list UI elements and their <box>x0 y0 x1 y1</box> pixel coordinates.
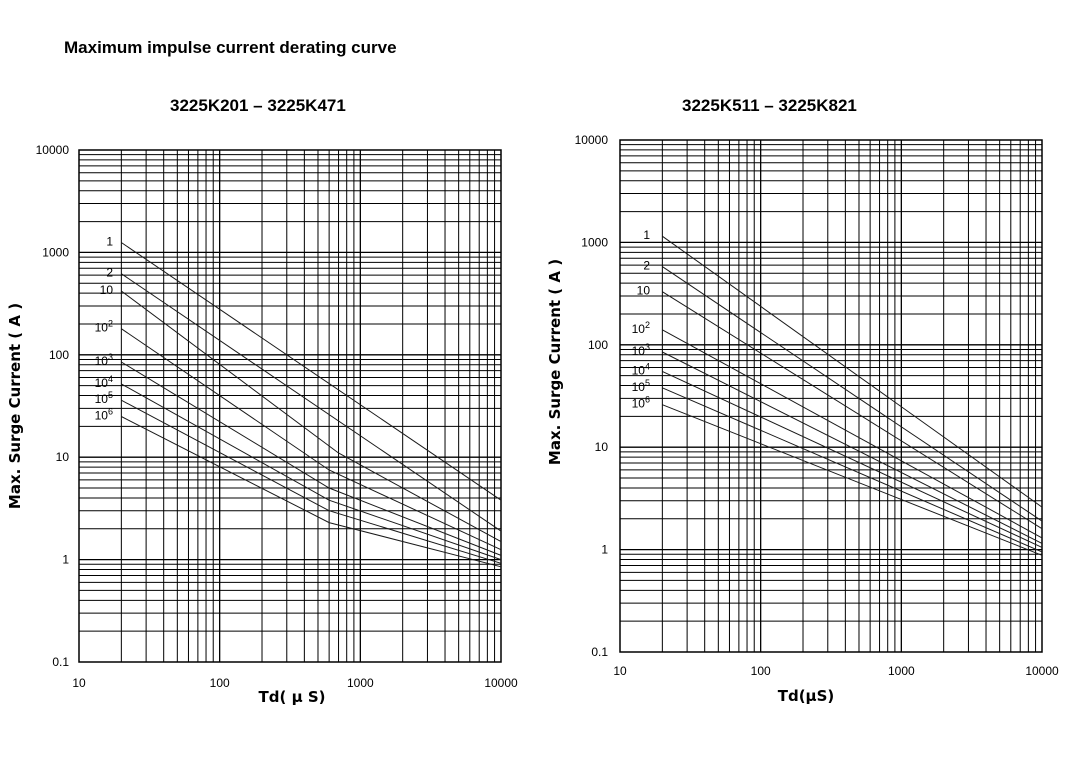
series-label-2: 2 <box>643 259 650 273</box>
series-label-6: 104 <box>95 374 113 390</box>
x-tick-label: 1000 <box>888 664 915 678</box>
series-line-8 <box>662 404 1043 556</box>
y-tick-label: 100 <box>588 338 608 352</box>
x-tick-label: 10 <box>72 676 86 690</box>
y-tick-label: 100 <box>49 348 69 362</box>
x-axis-title: Td(μS) <box>778 687 835 705</box>
chart-left: 0.1 1 10 100 1000 10000 10 100 1000 10000 Max. Sur… <box>6 143 518 706</box>
y-tick-label: 10 <box>595 440 609 454</box>
y-axis-title: Max. Surge Current ( A ) <box>546 259 564 465</box>
series-label-7: 105 <box>632 378 650 394</box>
series-label-2: 2 <box>106 266 113 280</box>
x-axis-title: Td( μ S) <box>259 688 326 706</box>
series-label-6: 104 <box>632 361 650 377</box>
y-tick-label: 0.1 <box>52 655 69 669</box>
series-line-6 <box>121 383 502 561</box>
series-line-8 <box>121 416 502 568</box>
series-label-8: 106 <box>95 406 113 422</box>
y-tick-label: 1 <box>62 553 69 567</box>
series-label-4: 102 <box>632 320 650 336</box>
y-tick-label: 1000 <box>581 235 608 249</box>
series-label-1: 1 <box>106 234 113 248</box>
chart-title-left: 3225K201 – 3225K471 <box>170 96 346 115</box>
y-tick-label: 10000 <box>36 143 70 157</box>
series-line-2 <box>121 273 502 532</box>
plot-frame <box>78 149 502 663</box>
y-tick-label: 0.1 <box>591 645 608 659</box>
series-label-8: 106 <box>632 395 650 411</box>
x-tick-label: 100 <box>751 664 771 678</box>
series-line-5 <box>662 351 1043 544</box>
chart-title-right: 3225K511 – 3225K821 <box>682 96 857 115</box>
series-line-1 <box>662 235 1043 508</box>
grid-right <box>620 140 1042 652</box>
page-heading: Maximum impulse current derating curve <box>64 38 397 57</box>
series-line-7 <box>662 387 1043 553</box>
x-tick-label: 100 <box>210 676 230 690</box>
series-label-3: 10 <box>100 283 114 297</box>
x-tick-label: 10000 <box>1025 664 1059 678</box>
series-line-4 <box>662 329 1043 539</box>
chart-right: 0.1 1 10 100 1000 10000 10 100 1000 10000 Max. Sur… <box>546 133 1059 705</box>
y-tick-label: 1000 <box>42 245 69 259</box>
series-line-2 <box>662 266 1043 522</box>
y-axis-title: Max. Surge Current ( A ) <box>6 303 24 509</box>
series-line-7 <box>121 399 502 564</box>
series-line-6 <box>662 370 1043 548</box>
series-label-4: 102 <box>95 319 113 335</box>
series-label-5: 103 <box>95 352 113 368</box>
x-tick-label: 10 <box>613 664 627 678</box>
y-tick-label: 1 <box>601 543 608 557</box>
y-tick-label: 10 <box>56 450 70 464</box>
series-label-1: 1 <box>643 228 650 242</box>
grid-left <box>79 150 501 662</box>
x-tick-label: 1000 <box>347 676 374 690</box>
series-line-4 <box>121 328 502 551</box>
series-line-3 <box>662 291 1043 530</box>
series-label-3: 10 <box>637 284 651 298</box>
x-tick-label: 10000 <box>484 676 518 690</box>
plot-frame <box>619 139 1043 653</box>
series-line-3 <box>121 290 502 543</box>
series-label-5: 103 <box>632 342 650 358</box>
series-line-5 <box>121 361 502 556</box>
y-tick-label: 10000 <box>575 133 609 147</box>
series-line-1 <box>121 242 502 501</box>
series-label-7: 105 <box>95 390 113 406</box>
